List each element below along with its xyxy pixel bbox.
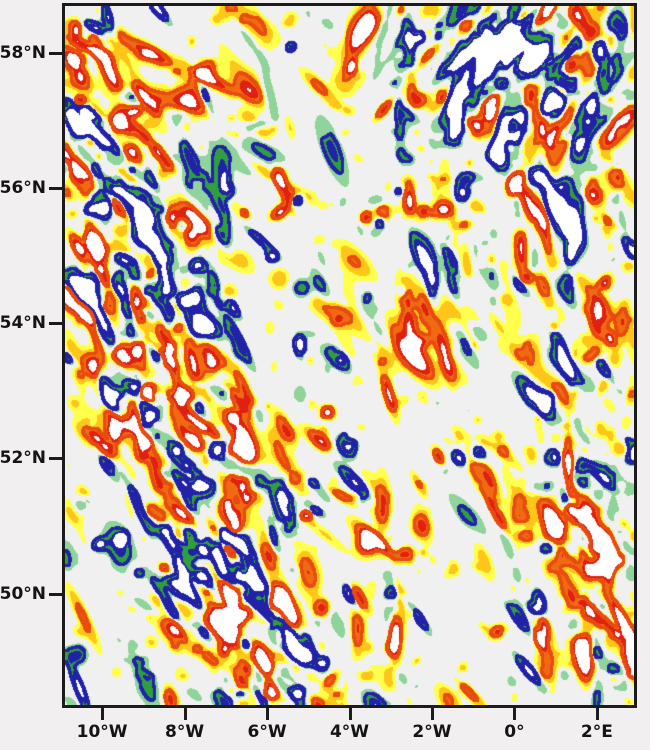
x-tick-label: 2°E <box>580 722 613 742</box>
x-tick-label: 0° <box>504 722 525 742</box>
x-tick-label: 6°W <box>247 722 287 742</box>
x-tick-label: 8°W <box>165 722 205 742</box>
x-tick-mark <box>183 708 187 720</box>
x-tick-mark <box>513 708 517 720</box>
y-tick-mark <box>49 52 62 56</box>
anomaly-field-canvas <box>65 6 634 705</box>
y-tick-label: 52°N <box>0 448 46 469</box>
x-tick-mark <box>430 708 434 720</box>
x-tick-label: 2°W <box>412 722 452 742</box>
y-tick-label: 50°N <box>0 583 46 604</box>
y-tick-mark <box>49 457 62 461</box>
plot-area[interactable] <box>62 3 637 708</box>
x-tick-mark <box>595 708 599 720</box>
x-tick-label: 10°W <box>76 722 128 742</box>
x-tick-label: 4°W <box>329 722 370 742</box>
x-tick-mark <box>348 708 352 720</box>
y-tick-label: 56°N <box>0 178 46 199</box>
y-tick-mark <box>49 187 62 191</box>
y-tick-label: 58°N <box>0 43 46 64</box>
y-tick-mark <box>49 322 62 326</box>
y-tick-label: 54°N <box>0 313 46 334</box>
x-tick-mark <box>266 708 270 720</box>
x-tick-mark <box>101 708 105 720</box>
y-tick-mark <box>49 592 62 596</box>
